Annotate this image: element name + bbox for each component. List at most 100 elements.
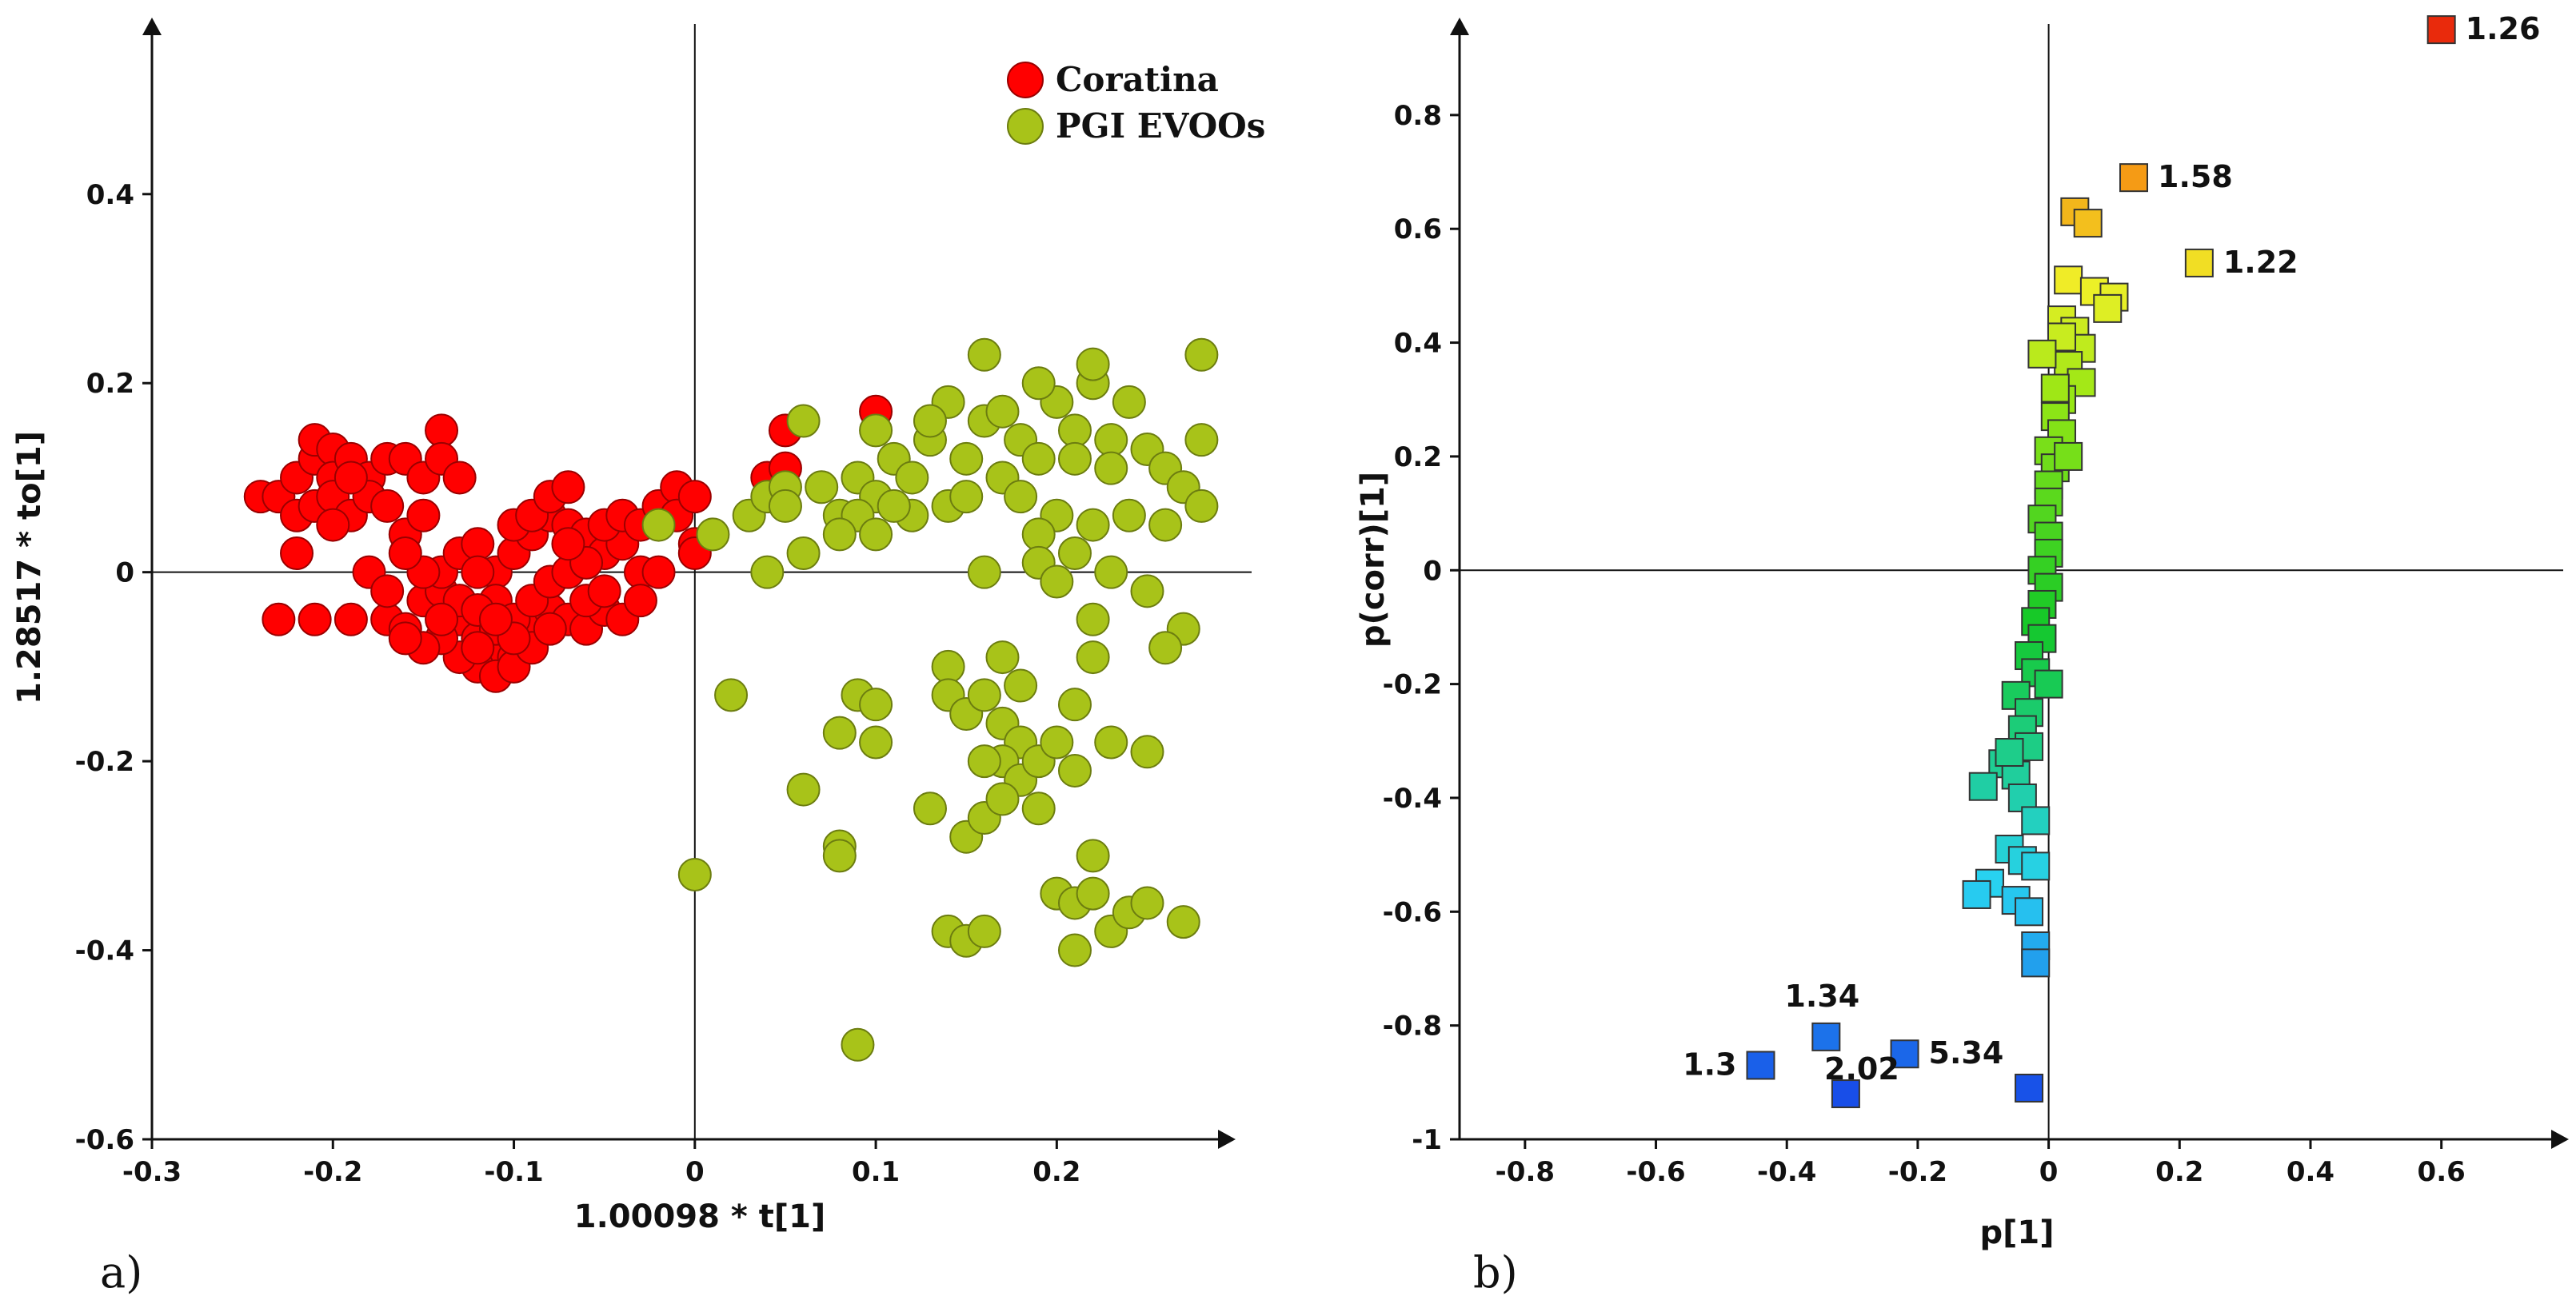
coratina-point <box>262 602 296 636</box>
panel-a-scatter-plot: -0.3 -0.2 -0.1 0 0.1 0.2 -0.6 -0.4 -0.2 0 0.2 0.4 C… <box>11 18 1265 1298</box>
pgi-evoo-point <box>1112 385 1146 419</box>
panel-b-y-tick-label: 0.8 <box>1394 100 1442 132</box>
coratina-point <box>551 470 585 504</box>
panel-a-y-axis-arrow <box>142 18 162 35</box>
pgi-evoo-point <box>967 914 1001 948</box>
loading-point <box>2426 15 2456 45</box>
loading-point <box>1962 879 1991 909</box>
panel-b-y-axis-title: p(corr)[1] <box>1355 472 1392 648</box>
coratina-point <box>333 602 368 636</box>
pgi-evoo-point <box>1040 564 1074 599</box>
pgi-evoo-point <box>1021 792 1056 826</box>
pgi-evoo-point <box>949 480 984 514</box>
panel-a-y-tick-label: 0.4 <box>86 179 134 211</box>
pgi-evoo-point <box>805 470 839 504</box>
coratina-point <box>551 527 585 561</box>
pgi-evoo-point <box>1076 508 1110 542</box>
pgi-evoo-point <box>859 725 893 760</box>
legend-marker-coratina <box>1007 62 1044 98</box>
panel-b-y-tick-label: -0.6 <box>1383 896 1442 928</box>
loading-point <box>2054 265 2083 295</box>
loading-point <box>2027 339 2057 369</box>
coratina-point <box>461 631 495 665</box>
pgi-evoo-point <box>786 404 821 438</box>
pgi-evoo-point <box>1148 631 1183 665</box>
pgi-evoo-point <box>1057 413 1092 448</box>
panel-a-x-tick-label: -0.3 <box>122 1156 182 1188</box>
coratina-point <box>425 413 459 448</box>
pgi-evoo-point <box>1021 441 1056 476</box>
pgi-evoo-point <box>1148 508 1183 542</box>
pgi-evoo-point <box>1094 555 1128 589</box>
coratina-point <box>623 584 657 618</box>
panel-b-x-tick-label: -0.4 <box>1757 1156 1816 1188</box>
panel-b-x-tick-label: -0.8 <box>1496 1156 1555 1188</box>
panel-b-x-tick-label: -0.6 <box>1626 1156 1685 1188</box>
pgi-evoo-point <box>1094 423 1128 457</box>
legend-marker-pgi-evoos <box>1007 108 1044 145</box>
legend-label-coratina: Coratina <box>1056 60 1219 99</box>
pgi-evoo-point <box>949 441 984 476</box>
coratina-point <box>461 555 495 589</box>
legend-label-pgi-evoos: PGI EVOOs <box>1056 106 1265 146</box>
panel-b-y-tick-label: 0.2 <box>1394 441 1442 473</box>
pgi-evoo-point <box>1076 876 1110 911</box>
coratina-point <box>333 461 368 495</box>
loading-point <box>1746 1051 1775 1080</box>
pgi-evoo-point <box>967 744 1001 779</box>
panel-a-x-axis-title: 1.00098 * t[1] <box>574 1198 825 1235</box>
pgi-evoo-point <box>1112 498 1146 532</box>
panel-a-y-tick-label: 0.2 <box>86 368 134 400</box>
pgi-evoo-point <box>1094 451 1128 485</box>
panel-a-points <box>243 337 1219 1062</box>
coratina-point <box>280 536 314 571</box>
pgi-evoo-point <box>967 337 1001 372</box>
panel-b-y-tick-label: 0.4 <box>1394 328 1442 360</box>
pgi-evoo-point <box>877 489 911 523</box>
loading-point <box>2021 948 2051 978</box>
coratina-point <box>370 574 405 608</box>
panel-a-x-tick-label: 0.2 <box>1032 1156 1080 1188</box>
panel-b-label: b) <box>1473 1247 1518 1298</box>
pgi-evoo-point <box>822 839 857 873</box>
coratina-point <box>406 498 441 532</box>
coratina-point <box>641 555 676 589</box>
coratina-point <box>461 527 495 561</box>
pgi-evoo-point <box>822 517 857 552</box>
loading-point <box>2040 373 2070 403</box>
coratina-point <box>388 536 422 571</box>
pgi-evoo-point <box>1057 536 1092 571</box>
pgi-evoo-point <box>822 716 857 750</box>
panel-b-x-tick-label: 0.6 <box>2418 1156 2466 1188</box>
panel-a-x-tick-label: 0 <box>685 1156 705 1188</box>
pgi-evoo-point <box>1184 423 1219 457</box>
pgi-evoo-point <box>677 857 712 891</box>
pgi-evoo-point <box>967 678 1001 712</box>
panel-b-y-tick-label: -1 <box>1412 1124 1442 1156</box>
panel-b-x-tick-label: -0.2 <box>1888 1156 1947 1188</box>
panel-a-legend: Coratina PGI EVOOs <box>1007 60 1265 146</box>
pgi-evoo-point <box>714 678 749 712</box>
pgi-evoo-point <box>913 404 947 438</box>
panel-b-x-tick-label: 0.2 <box>2155 1156 2203 1188</box>
loading-point <box>2015 897 2044 927</box>
pgi-evoo-point <box>931 649 965 684</box>
pgi-evoo-point <box>859 688 893 722</box>
panel-a-x-tick-label: 0.1 <box>852 1156 900 1188</box>
pgi-evoo-point <box>1130 886 1164 920</box>
coratina-point <box>442 461 477 495</box>
panel-a-x-axis-arrow <box>1218 1130 1236 1149</box>
coratina-point <box>478 602 513 636</box>
point-label: 1.26 <box>2466 11 2541 46</box>
pgi-evoo-point <box>1021 517 1056 552</box>
pgi-evoo-point <box>1057 688 1092 722</box>
pgi-evoo-point <box>985 782 1020 816</box>
panel-a-label: a) <box>100 1247 142 1298</box>
pgi-evoo-point <box>1076 839 1110 873</box>
panel-b-point-labels: 1.26 1.58 1.22 1.34 2.02 5.34 1.3 <box>1683 11 2540 1087</box>
panel-b-x-axis-arrow <box>2551 1130 2569 1149</box>
point-label: 1.34 <box>1784 979 1859 1014</box>
pgi-evoo-point <box>1057 933 1092 967</box>
coratina-point <box>587 574 621 608</box>
